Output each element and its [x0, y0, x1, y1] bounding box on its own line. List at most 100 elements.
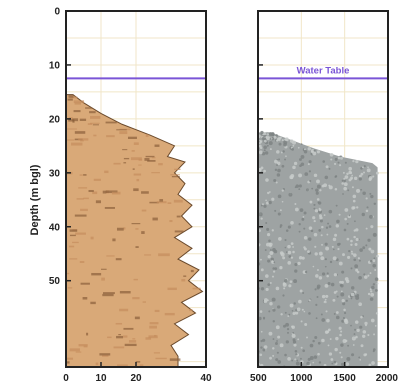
sediment-streak [132, 338, 136, 340]
grain-speckle [303, 148, 306, 151]
grain-speckle [345, 362, 350, 366]
grain-speckle [364, 353, 368, 356]
sediment-streak [164, 312, 175, 316]
grain-speckle [269, 251, 274, 256]
sediment-streak [69, 258, 78, 260]
grain-speckle [297, 146, 300, 149]
grain-speckle [344, 175, 349, 179]
sediment-streak [86, 332, 89, 336]
grain-speckle [369, 272, 372, 275]
grain-speckle [335, 336, 339, 341]
sediment-streak [72, 118, 79, 122]
grain-speckle [280, 151, 283, 154]
grain-speckle [318, 361, 322, 364]
grain-speckle [294, 358, 297, 361]
sediment-streak [106, 135, 115, 138]
grain-speckle [360, 344, 364, 348]
sediment-streak [69, 348, 80, 352]
grain-speckle [317, 341, 321, 345]
grain-speckle [287, 250, 292, 255]
grain-speckle [353, 258, 357, 262]
grain-speckle [267, 259, 271, 263]
grain-speckle [350, 172, 353, 175]
grain-speckle [284, 246, 287, 249]
sediment-streak [139, 364, 144, 367]
sediment-streak [144, 158, 150, 161]
grain-speckle [329, 260, 333, 264]
grain-speckle [276, 173, 281, 177]
left-x-tick-label: 10 [95, 373, 107, 384]
sediment-streak [152, 217, 158, 221]
grain-speckle [312, 151, 317, 156]
grain-speckle [290, 242, 294, 246]
grain-speckle [370, 225, 374, 229]
grain-speckle [352, 199, 356, 203]
sediment-streak [135, 246, 139, 248]
grain-speckle [302, 215, 305, 218]
grain-speckle [368, 176, 373, 180]
grain-speckle [271, 260, 274, 263]
sediment-streak [144, 254, 152, 256]
y-tick-label: 20 [49, 114, 61, 125]
grain-speckle [355, 295, 360, 300]
grain-speckle [355, 159, 359, 164]
sediment-streak [173, 199, 183, 203]
grain-speckle [329, 338, 332, 341]
grain-speckle [340, 343, 344, 347]
grain-speckle [363, 165, 366, 168]
grain-speckle [339, 333, 342, 337]
sediment-streak [167, 287, 177, 291]
sediment-streak [102, 354, 109, 357]
grain-speckle [268, 310, 271, 313]
grain-speckle [262, 348, 266, 352]
grain-speckle [304, 247, 307, 251]
sediment-streak [92, 191, 98, 195]
grain-speckle [354, 220, 356, 223]
grain-speckle [322, 160, 326, 163]
sediment-streak [66, 139, 75, 141]
grain-speckle [276, 340, 278, 342]
sediment-streak [89, 111, 96, 114]
grain-speckle [287, 331, 289, 334]
grain-speckle [277, 137, 281, 141]
sediment-streak [79, 118, 87, 121]
grain-speckle [259, 310, 263, 313]
grain-speckle [314, 288, 317, 291]
grain-speckle [358, 259, 361, 262]
sediment-streak [155, 357, 167, 360]
grain-speckle [346, 172, 349, 176]
grain-speckle [327, 344, 330, 347]
grain-speckle [350, 267, 353, 270]
grain-speckle [268, 191, 271, 193]
grain-speckle [272, 308, 276, 312]
grain-speckle [269, 138, 272, 140]
sediment-streak [133, 142, 139, 145]
sediment-streak [68, 95, 74, 98]
sediment-streak [133, 278, 138, 281]
grain-speckle [312, 361, 315, 364]
sediment-streak [131, 150, 135, 152]
grain-speckle [276, 305, 281, 309]
grain-speckle [335, 311, 339, 314]
grain-speckle [299, 289, 303, 293]
grain-speckle [341, 280, 344, 284]
grain-speckle [281, 164, 285, 168]
grain-speckle [287, 315, 290, 317]
grain-speckle [357, 257, 361, 260]
grain-speckle [273, 249, 278, 254]
grain-speckle [328, 167, 331, 170]
grain-speckle [326, 233, 329, 236]
sediment-streak [134, 316, 140, 320]
grain-speckle [273, 261, 276, 264]
grain-speckle [269, 282, 272, 284]
grain-speckle [275, 286, 280, 291]
grain-speckle [301, 308, 304, 311]
grain-speckle [341, 319, 345, 323]
grain-speckle [323, 300, 327, 304]
grain-speckle [336, 219, 340, 224]
sediment-streak [145, 134, 149, 137]
grain-speckle [277, 212, 281, 216]
grain-speckle [283, 287, 286, 290]
grain-speckle [293, 302, 296, 305]
grain-speckle [291, 333, 296, 338]
